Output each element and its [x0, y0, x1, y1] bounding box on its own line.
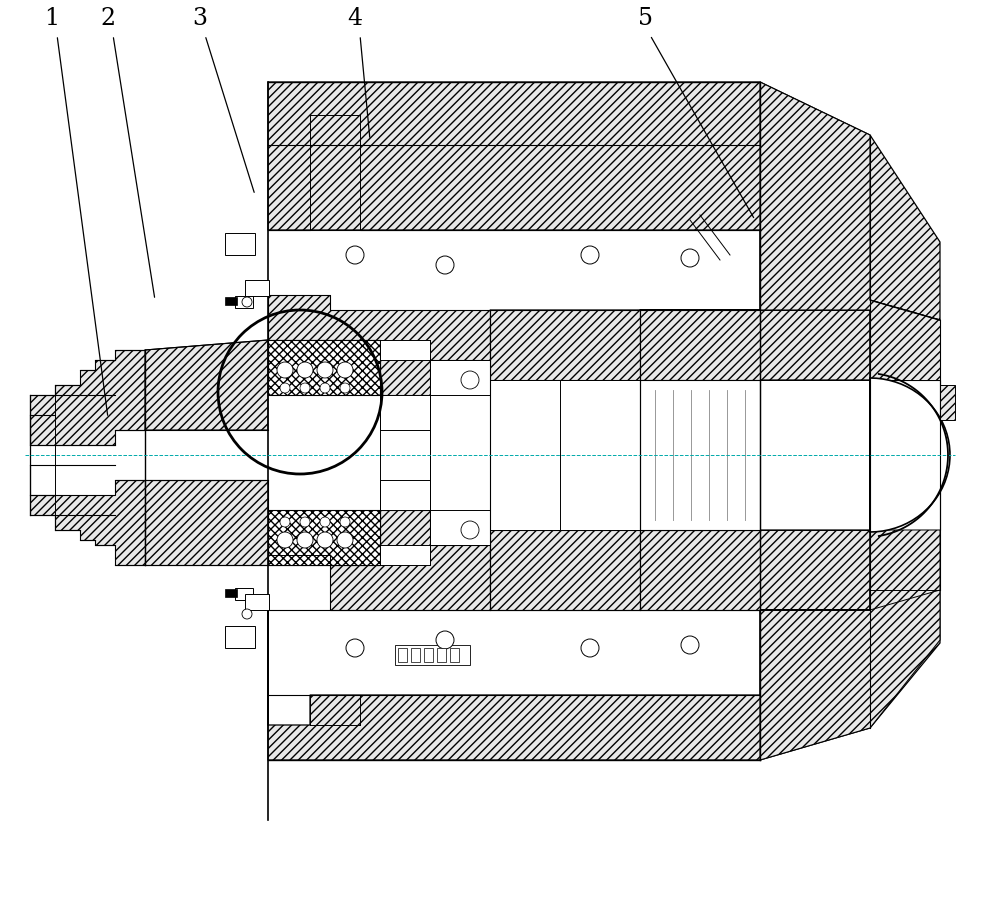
Circle shape: [681, 249, 699, 267]
Bar: [225, 297, 237, 305]
Bar: [268, 510, 380, 565]
Circle shape: [320, 383, 330, 393]
Polygon shape: [268, 295, 490, 395]
Text: 4: 4: [347, 7, 363, 30]
Circle shape: [346, 639, 364, 657]
Circle shape: [297, 532, 313, 548]
Polygon shape: [380, 340, 430, 360]
Polygon shape: [640, 310, 760, 380]
Bar: [225, 626, 255, 648]
Polygon shape: [870, 530, 940, 610]
Polygon shape: [490, 380, 640, 530]
Circle shape: [340, 517, 350, 527]
Bar: [450, 648, 459, 662]
Text: 1: 1: [44, 7, 60, 30]
Bar: [245, 594, 269, 610]
Polygon shape: [490, 530, 640, 610]
Polygon shape: [870, 380, 940, 530]
Bar: [268, 340, 380, 395]
Bar: [225, 589, 237, 597]
Polygon shape: [145, 480, 268, 565]
Circle shape: [436, 256, 454, 274]
Circle shape: [461, 521, 479, 539]
Circle shape: [277, 532, 293, 548]
Polygon shape: [30, 350, 145, 445]
Polygon shape: [30, 480, 145, 565]
Polygon shape: [490, 310, 640, 380]
Circle shape: [297, 362, 313, 378]
Circle shape: [581, 639, 599, 657]
Circle shape: [300, 517, 310, 527]
Circle shape: [436, 631, 454, 649]
Text: 5: 5: [638, 7, 652, 30]
Polygon shape: [380, 480, 430, 510]
Circle shape: [337, 532, 353, 548]
Polygon shape: [760, 590, 940, 760]
Circle shape: [581, 246, 599, 264]
Polygon shape: [640, 530, 760, 610]
Polygon shape: [268, 145, 310, 230]
Polygon shape: [268, 510, 490, 610]
Circle shape: [280, 517, 290, 527]
Bar: [940, 385, 955, 420]
Bar: [437, 648, 446, 662]
Polygon shape: [430, 360, 490, 545]
Bar: [398, 648, 407, 662]
Circle shape: [242, 609, 252, 619]
Bar: [395, 645, 470, 665]
Circle shape: [681, 636, 699, 654]
Polygon shape: [268, 82, 940, 380]
Bar: [225, 233, 255, 255]
Polygon shape: [380, 545, 430, 565]
Circle shape: [280, 383, 290, 393]
Polygon shape: [380, 395, 430, 430]
Text: 3: 3: [192, 7, 208, 30]
Circle shape: [317, 532, 333, 548]
Polygon shape: [870, 300, 940, 380]
Circle shape: [277, 362, 293, 378]
Bar: [235, 296, 253, 308]
Polygon shape: [268, 530, 940, 760]
Circle shape: [337, 362, 353, 378]
Polygon shape: [268, 82, 760, 145]
Circle shape: [320, 517, 330, 527]
Circle shape: [242, 297, 252, 307]
Polygon shape: [145, 340, 268, 430]
Text: 2: 2: [100, 7, 116, 30]
Bar: [245, 280, 269, 296]
Circle shape: [300, 383, 310, 393]
Bar: [424, 648, 433, 662]
Bar: [235, 588, 253, 600]
Polygon shape: [870, 378, 950, 532]
Polygon shape: [760, 82, 940, 380]
Circle shape: [317, 362, 333, 378]
Circle shape: [346, 246, 364, 264]
Bar: [411, 648, 420, 662]
Polygon shape: [360, 145, 760, 230]
Circle shape: [340, 383, 350, 393]
Circle shape: [461, 371, 479, 389]
Polygon shape: [640, 380, 760, 530]
